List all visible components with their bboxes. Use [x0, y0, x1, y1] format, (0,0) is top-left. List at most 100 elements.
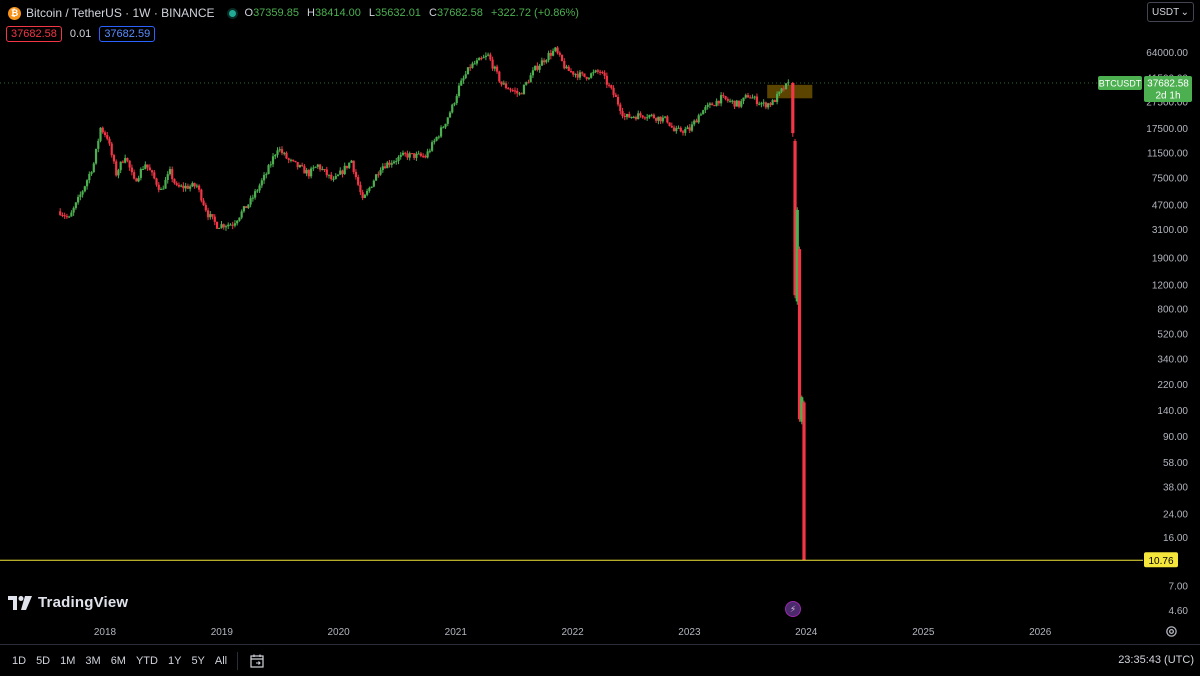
candle-body: [245, 206, 248, 209]
candle-body: [498, 71, 501, 82]
range-5y-button[interactable]: 5Y: [191, 654, 205, 667]
sell-price-button[interactable]: 37682.58: [6, 26, 62, 42]
candle-body: [307, 170, 310, 177]
candle-body: [117, 170, 120, 176]
candle-body: [599, 71, 602, 73]
candle-body: [507, 88, 510, 90]
candle-body: [641, 115, 644, 118]
candle-body: [298, 165, 302, 168]
candle-body: [330, 174, 333, 180]
market-status-icon[interactable]: [228, 9, 236, 17]
candle-body: [708, 103, 712, 105]
candle-body: [133, 172, 136, 179]
candle-body: [666, 116, 669, 123]
candle-body: [372, 180, 375, 187]
candle-body: [690, 124, 694, 131]
candle-body: [121, 161, 125, 163]
candle-body: [634, 116, 638, 120]
symbol-header[interactable]: ₿ Bitcoin / TetherUS · 1W · BINANCE O373…: [8, 6, 584, 20]
candle-body: [112, 155, 116, 162]
price-axis[interactable]: 64000.0041500.0027500.0017500.0011500.00…: [1146, 48, 1188, 617]
candle-body: [475, 60, 479, 64]
range-1m-button[interactable]: 1M: [60, 654, 76, 667]
candle-body: [72, 208, 75, 213]
buy-price-button[interactable]: 37682.59: [99, 26, 156, 42]
candle-body: [381, 166, 384, 171]
range-ytd-button[interactable]: YTD: [135, 654, 158, 667]
range-5d-button[interactable]: 5D: [36, 654, 51, 667]
candle-body: [771, 100, 774, 105]
candle-body: [455, 96, 458, 104]
logo-text: TradingView: [38, 594, 129, 611]
y-tick-label: 27500.00: [1146, 97, 1188, 108]
candle-body: [283, 152, 286, 154]
gear-icon[interactable]: [1165, 625, 1178, 638]
candle-body: [150, 170, 154, 173]
calendar-goto-icon[interactable]: [250, 654, 264, 668]
candle-body: [325, 169, 328, 176]
candle-body: [534, 65, 537, 71]
candle-body: [213, 216, 216, 222]
candle-body: [657, 116, 660, 121]
symbol-title[interactable]: Bitcoin / TetherUS · 1W · BINANCE: [26, 6, 215, 20]
candle-body: [601, 71, 604, 73]
candle-body: [491, 59, 494, 69]
candle-body: [787, 82, 790, 84]
candle-body: [401, 152, 405, 155]
candle-body: [231, 224, 234, 226]
x-tick-label: 2024: [795, 627, 818, 638]
currency-select[interactable]: USDT ⌄: [1147, 2, 1194, 22]
candle-body: [800, 397, 804, 422]
range-1y-button[interactable]: 1Y: [167, 654, 182, 667]
candle-body: [744, 95, 747, 98]
candle-body: [101, 127, 104, 133]
candle-body: [200, 189, 203, 201]
candle-body: [359, 184, 362, 193]
candle-body: [238, 217, 241, 221]
clock[interactable]: 23:35:43 (UTC): [1118, 654, 1194, 666]
candle-body: [715, 100, 718, 106]
candle-body: [184, 185, 187, 189]
time-axis[interactable]: 2018 2019 2020 2021 2022 2023 2024 2025 2026: [94, 627, 1052, 638]
candle-body: [457, 85, 461, 97]
lightning-icon[interactable]: ⚡: [785, 601, 801, 617]
x-tick-label: 2023: [678, 627, 701, 638]
candle-body: [303, 166, 306, 174]
candle-body: [473, 63, 476, 65]
range-3m-button[interactable]: 3M: [85, 654, 101, 667]
candle-body: [688, 127, 691, 131]
tradingview-logo[interactable]: TradingView: [8, 594, 128, 611]
candle-body: [513, 90, 517, 92]
candle-body: [94, 148, 98, 164]
candle-body: [681, 131, 685, 133]
horizontal-line-price-label: 10.76: [1144, 552, 1178, 568]
candle-body: [551, 50, 555, 56]
candle-body: [693, 120, 696, 125]
candle-body: [274, 154, 277, 157]
x-tick-label: 2021: [445, 627, 468, 638]
candle-body: [502, 83, 505, 85]
candle-body: [222, 224, 225, 228]
candle-body: [655, 118, 658, 121]
last-price-symbol: BTCUSDT: [1099, 78, 1142, 88]
price-chart[interactable]: 64000.0041500.0027500.0017500.0011500.00…: [0, 0, 1200, 645]
y-tick-label: 38.00: [1163, 483, 1188, 494]
candle-body: [448, 112, 452, 118]
range-all-button[interactable]: All: [214, 654, 228, 667]
candle-body: [652, 114, 655, 119]
range-6m-button[interactable]: 6M: [110, 654, 126, 667]
candle-body: [522, 84, 526, 94]
candle-body: [408, 153, 411, 158]
candle-body: [650, 114, 653, 116]
y-tick-label: 7.00: [1169, 581, 1189, 592]
toolbar-divider: [237, 651, 239, 670]
candle-body: [124, 158, 127, 163]
candle-body: [233, 223, 237, 226]
candle-body: [422, 155, 425, 157]
candle-body: [383, 166, 387, 169]
candle-body: [97, 140, 100, 149]
candle-body: [63, 215, 66, 217]
candle-body: [126, 158, 129, 161]
candle-body: [287, 158, 290, 160]
range-1d-button[interactable]: 1D: [12, 654, 27, 667]
